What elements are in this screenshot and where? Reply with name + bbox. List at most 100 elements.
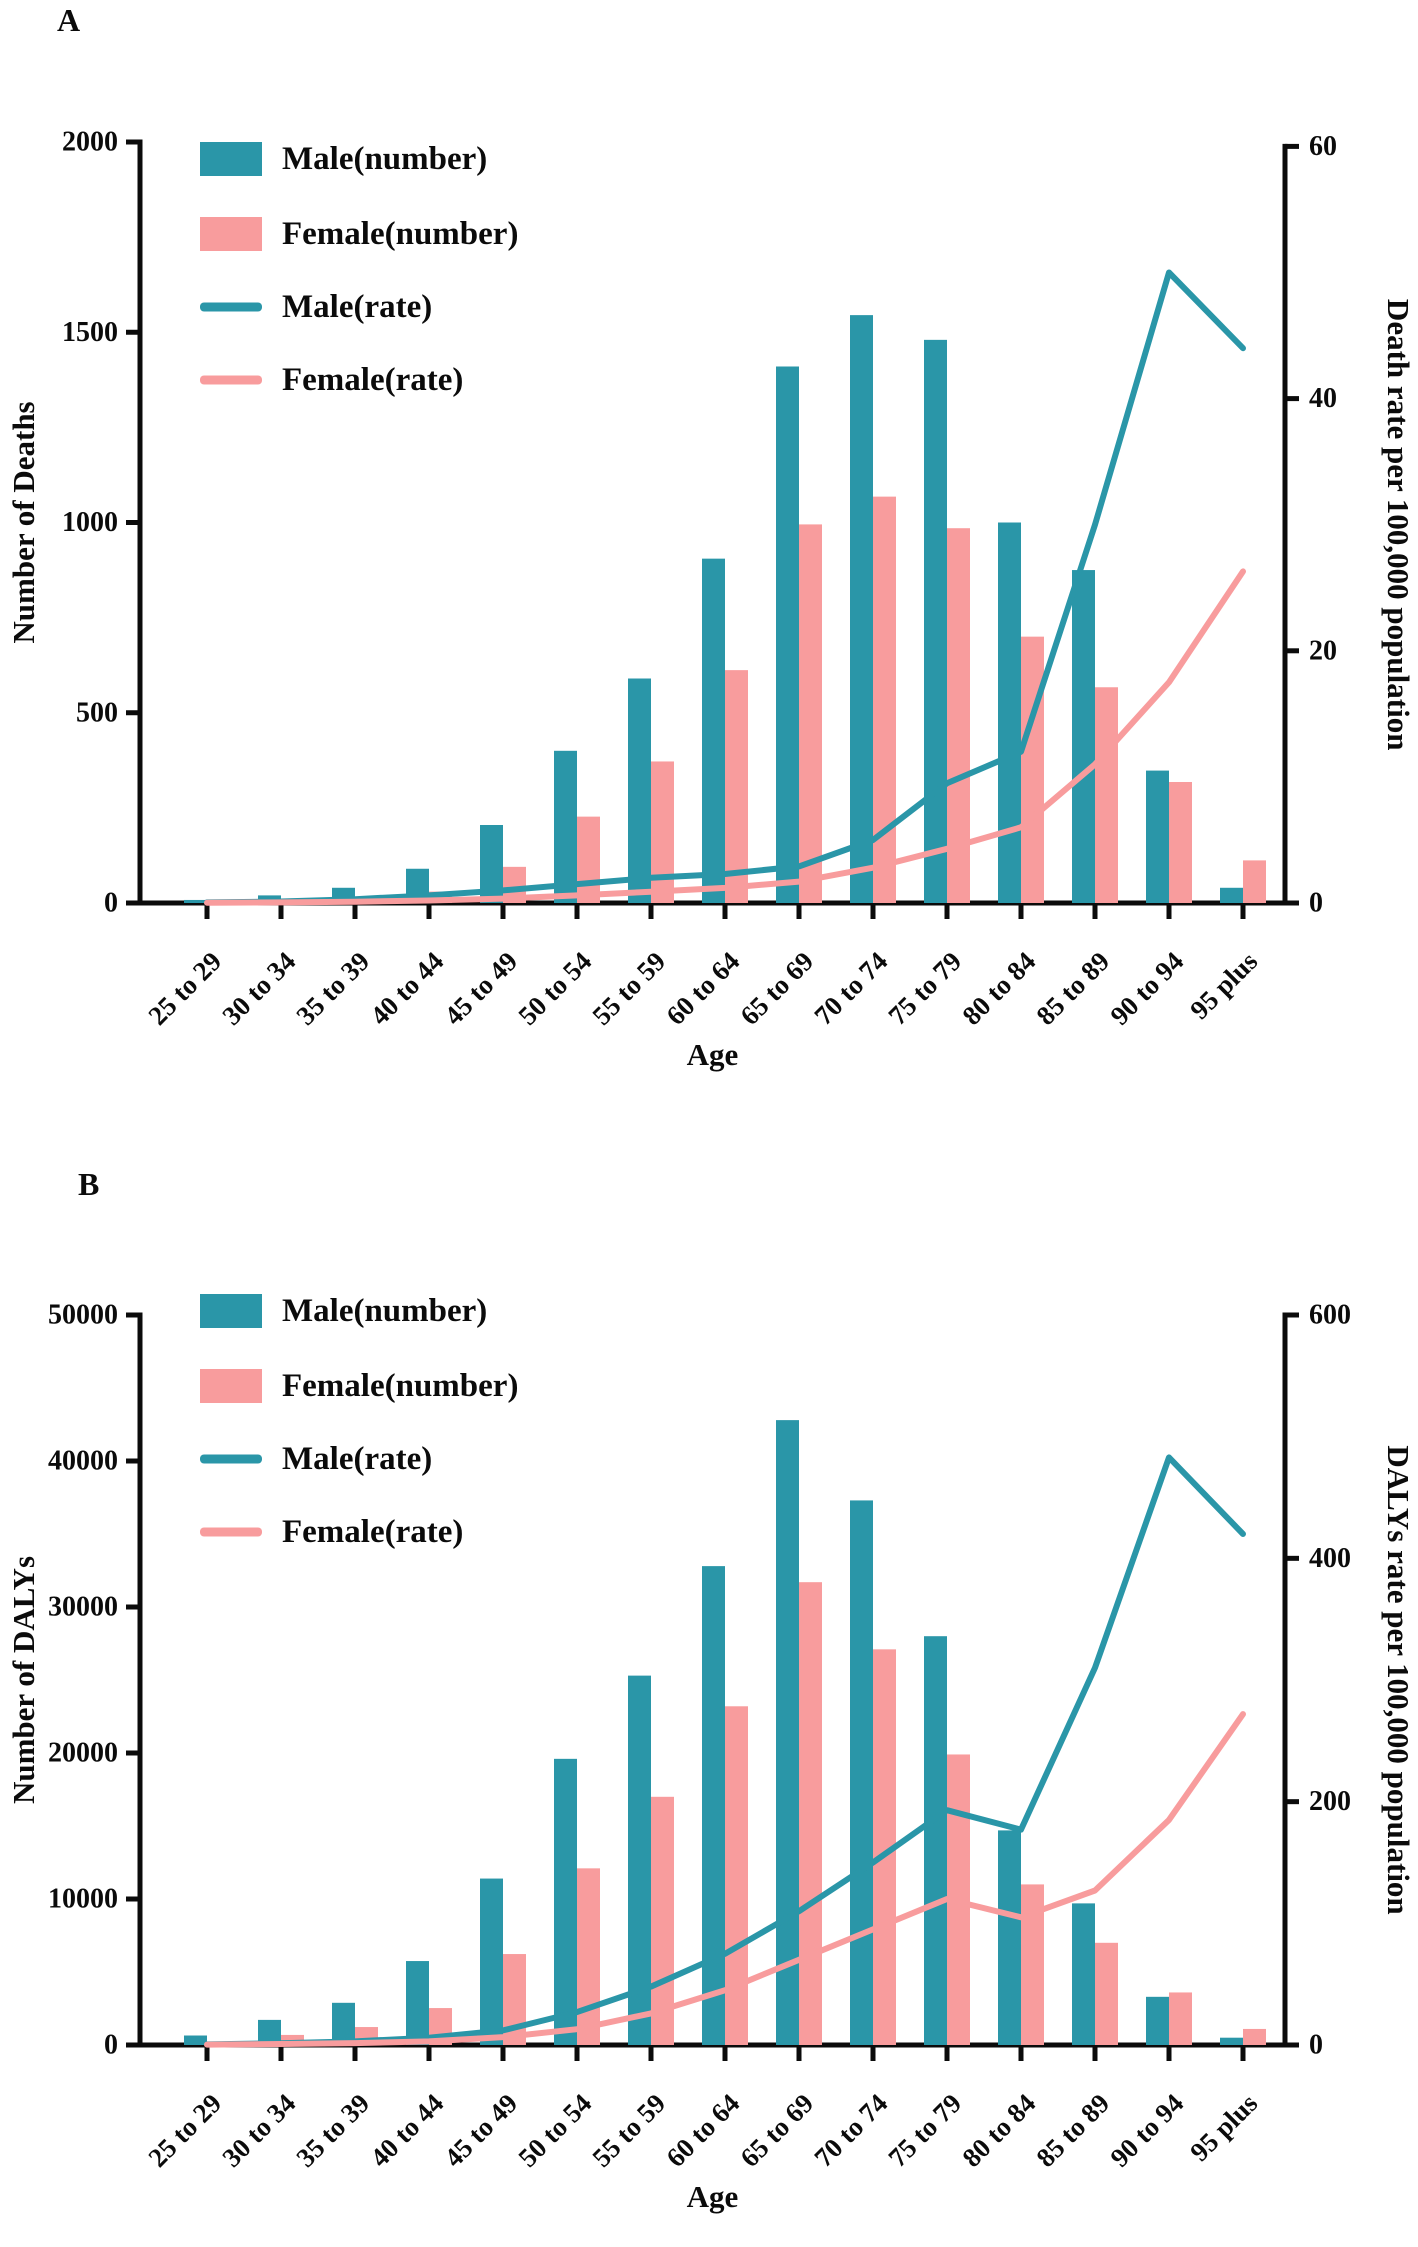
category-label: 90 to 94	[1104, 2088, 1189, 2173]
male-number-bar	[850, 1500, 873, 2045]
left-tick-label: 500	[76, 697, 118, 728]
right-tick-label: 400	[1309, 1543, 1351, 1574]
category-label: 55 to 59	[586, 946, 671, 1031]
category-label: 75 to 79	[882, 2088, 967, 2173]
category-label: 40 to 44	[364, 946, 449, 1031]
left-tick-label: 0	[104, 888, 118, 919]
female-number-bar	[725, 1706, 748, 2045]
category-label: 55 to 59	[586, 2088, 671, 2173]
male-number-bar	[628, 678, 651, 903]
category-label: 35 to 39	[290, 946, 375, 1031]
male-number-bar	[258, 2019, 281, 2045]
panel-label-B: B	[78, 1166, 100, 1202]
category-label: 35 to 39	[290, 2088, 375, 2173]
category-label: 70 to 74	[808, 2088, 893, 2173]
male-number-bar	[1146, 1996, 1169, 2045]
male-number-bar	[184, 899, 207, 903]
legend-label: Male(number)	[282, 141, 487, 177]
female-number-legend-swatch	[200, 1369, 262, 1403]
male-number-bar	[702, 558, 725, 903]
x-axis-title: Age	[687, 2179, 739, 2214]
legend-label: Male(rate)	[282, 1441, 432, 1477]
left-tick-label: 0	[104, 2030, 118, 2061]
category-label: 85 to 89	[1030, 946, 1115, 1031]
male-number-bar	[1220, 887, 1243, 903]
panel-B: B 0 10000 20000 30000 40000 50000 0 200 400 600 25…	[0, 1124, 1418, 2247]
male-number-bar	[998, 522, 1021, 903]
male-number-bar	[998, 1830, 1021, 2045]
category-label: 80 to 84	[956, 2088, 1041, 2173]
right-tick-label: 0	[1309, 2030, 1323, 2061]
left-tick-label: 10000	[48, 1884, 118, 1915]
category-label: 50 to 54	[512, 946, 597, 1031]
right-tick-label: 600	[1309, 1300, 1351, 1331]
female-number-bar	[577, 816, 600, 903]
male-number-bar	[1146, 770, 1169, 903]
male-number-bar	[776, 366, 799, 903]
male-number-bar	[1220, 2037, 1243, 2045]
category-label: 65 to 69	[734, 946, 819, 1031]
panel-label-A: A	[57, 2, 81, 38]
category-label: 30 to 34	[216, 2088, 301, 2173]
female-number-bar	[1169, 1992, 1192, 2045]
panel-B-chart: 0 10000 20000 30000 40000 50000 0 200 400 600 25 t…	[6, 1293, 1416, 2214]
female-rate-legend-line	[200, 1527, 262, 1537]
male-number-bar	[924, 339, 947, 903]
female-number-bar	[1095, 687, 1118, 903]
female-number-bar	[651, 761, 674, 903]
male-number-bar	[554, 1758, 577, 2045]
category-label: 95 plus	[1184, 946, 1263, 1025]
male-number-bar	[480, 824, 503, 903]
female-number-bar	[799, 524, 822, 903]
category-label: 45 to 49	[438, 946, 523, 1031]
male-number-bar	[184, 2035, 207, 2045]
male-number-bar	[850, 315, 873, 903]
category-label: 25 to 29	[142, 2088, 227, 2173]
category-label: 95 plus	[1184, 2088, 1263, 2167]
right-tick-label: 40	[1309, 383, 1337, 414]
female-number-bar	[1243, 860, 1266, 903]
panel-A: A 0 500 1000 1500 2000 0 20 40 60 25 to 29 30 to 3…	[6, 2, 1416, 1073]
male-number-bar	[628, 1675, 651, 2045]
female-number-bar	[873, 1649, 896, 2045]
right-tick-label: 0	[1309, 888, 1323, 919]
male-number-bar	[332, 2002, 355, 2045]
category-label: 85 to 89	[1030, 2088, 1115, 2173]
left-axis-title: Number of DALYs	[6, 1556, 41, 1804]
female-number-bar	[947, 528, 970, 903]
female-rate-line	[204, 568, 1246, 906]
female-number-bar	[799, 1582, 822, 2045]
category-label: 30 to 34	[216, 946, 301, 1031]
left-tick-label: 2000	[62, 127, 118, 158]
female-number-bar	[503, 1954, 526, 2045]
female-rate-line	[204, 1711, 1246, 2048]
right-axis-title: Death rate per 100,000 population	[1381, 299, 1416, 751]
male-rate-legend-line	[200, 1454, 262, 1464]
category-label: 40 to 44	[364, 2088, 449, 2173]
category-label: 90 to 94	[1104, 946, 1189, 1031]
left-tick-label: 1000	[62, 507, 118, 538]
female-number-bar	[1021, 636, 1044, 903]
right-tick-label: 200	[1309, 1786, 1351, 1817]
female-number-bar	[1021, 1884, 1044, 2045]
female-number-bar	[873, 496, 896, 903]
legend-label: Male(number)	[282, 1293, 487, 1329]
category-label: 80 to 84	[956, 946, 1041, 1031]
male-number-bar	[406, 1961, 429, 2045]
male-rate-line	[204, 269, 1246, 906]
legend-label: Female(number)	[282, 216, 518, 252]
male-number-bar	[1072, 1903, 1095, 2045]
male-rate-legend-line	[200, 302, 262, 312]
legend-label: Male(rate)	[282, 289, 432, 325]
male-number-bar	[480, 1878, 503, 2045]
male-number-legend-swatch	[200, 142, 262, 176]
category-label: 65 to 69	[734, 2088, 819, 2173]
left-tick-label: 30000	[48, 1592, 118, 1623]
male-number-bar	[702, 1566, 725, 2045]
male-number-legend-swatch	[200, 1294, 262, 1328]
category-label: 50 to 54	[512, 2088, 597, 2173]
male-number-bar	[1072, 570, 1095, 903]
left-tick-label: 50000	[48, 1300, 118, 1331]
